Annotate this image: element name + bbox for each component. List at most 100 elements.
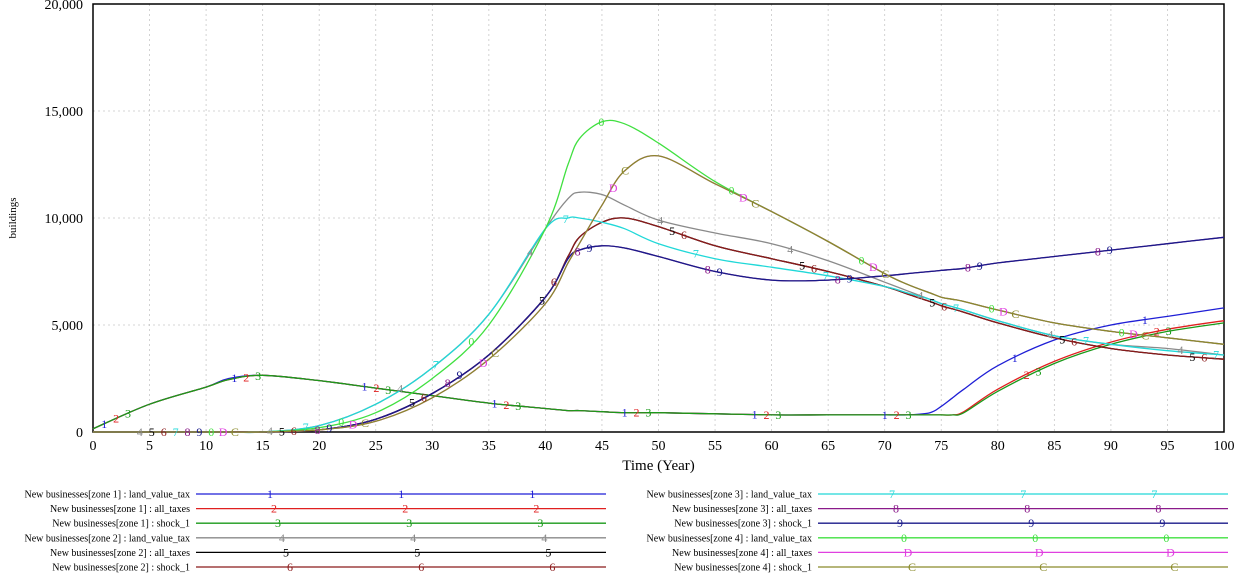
legend-marker: D [904,545,913,559]
series-marker-1: 1 [882,408,888,422]
series-marker-3: 3 [255,369,261,383]
legend-marker: 0 [901,531,907,545]
series-marker-6: 6 [291,424,297,438]
legend-label: New businesses[zone 4] : land_value_tax [646,533,812,544]
series-line-3 [92,322,1225,430]
series-marker-7: 7 [563,212,569,226]
x-tick-label: 10 [199,439,213,454]
series-marker-5: 5 [929,295,935,309]
legend-marker: 3 [537,516,543,530]
series-line-7 [92,216,1225,434]
series-marker-12: C [231,425,239,439]
series-line-12 [92,154,1225,433]
legend-marker: 7 [1020,487,1026,501]
series-marker-8: 8 [835,272,841,286]
y-tick-label: 5,000 [52,319,84,334]
legend-marker: 1 [398,487,404,501]
x-tick-label: 40 [538,439,552,454]
series-marker-1: 1 [361,380,367,394]
series-marker-7: 7 [1083,333,1089,347]
series-marker-12: C [881,267,889,281]
series-marker-4: 4 [787,242,793,256]
series-marker-11: D [609,181,618,195]
series-marker-3: 3 [1166,324,1172,338]
series-marker-4: 4 [1177,343,1183,357]
legend-marker: 1 [529,487,535,501]
series-marker-2: 2 [113,412,119,426]
legend-marker: 5 [414,545,420,559]
series-marker-12: C [1141,328,1149,342]
series-marker-8: 8 [184,425,190,439]
series-marker-3: 3 [385,383,391,397]
series-marker-10: 0 [859,253,865,267]
series-marker-4: 4 [1047,328,1053,342]
legend-label: New businesses[zone 3] : all_taxes [672,504,812,515]
legend-label: New businesses[zone 2] : shock_1 [52,563,190,574]
legend-label: New businesses[zone 1] : land_value_tax [24,490,190,501]
series-marker-7: 7 [303,420,309,434]
series-marker-5: 5 [1189,350,1195,364]
x-axis-tick-labels: 0 5 10 15 20 25 30 35 40 45 50 55 60 65 70 75 80 85 90 95 10… [90,439,1235,454]
legend-marker: 5 [283,545,289,559]
legend-label: New businesses[zone 2] : all_taxes [50,548,190,559]
x-tick-label: 55 [708,439,722,454]
series-marker-4: 4 [657,214,663,228]
legend-label: New businesses[zone 4] : shock_1 [674,563,812,574]
series-marker-8: 8 [315,423,321,437]
series-marker-2: 2 [243,370,249,384]
y-axis-label: buildings [7,198,19,239]
series-marker-9: 9 [196,425,202,439]
series-marker-2: 2 [503,398,509,412]
legend-marker: 2 [271,502,277,516]
legend-marker: 1 [267,487,273,501]
legend-marker: 3 [406,516,412,530]
series-marker-11: D [479,356,488,370]
y-tick-label: 0 [76,426,83,441]
series-marker-10: 0 [989,301,995,315]
series-marker-9: 9 [847,271,853,285]
legend-marker: 2 [402,502,408,516]
series-marker-3: 3 [645,406,651,420]
series-marker-10: 0 [208,425,214,439]
series-marker-11: D [349,418,358,432]
legend-marker: 0 [1032,531,1038,545]
y-tick-label: 20,000 [45,0,84,13]
series-marker-5: 5 [279,424,285,438]
legend-marker: 0 [1163,531,1169,545]
series-marker-3: 3 [775,408,781,422]
series-marker-1: 1 [622,406,628,420]
series-marker-6: 6 [551,275,557,289]
legend-marker: 2 [533,502,539,516]
legend-label: New businesses[zone 3] : land_value_tax [646,490,812,501]
y-tick-label: 10,000 [45,212,84,227]
legend-marker: 8 [1155,502,1161,516]
x-tick-label: 75 [934,439,948,454]
series-marker-11: D [739,191,748,205]
series-marker-10: 0 [728,183,734,197]
legend-marker: D [1035,545,1044,559]
y-tick-label: 15,000 [45,105,84,120]
series-marker-12: C [361,416,369,430]
series-marker-2: 2 [373,381,379,395]
x-tick-label: 20 [312,439,326,454]
series-marker-11: D [219,425,228,439]
legend-marker: 4 [279,531,285,545]
series-marker-9: 9 [717,265,723,279]
series-marker-3: 3 [125,407,131,421]
series-marker-7: 7 [953,301,959,315]
series-marker-4: 4 [917,289,923,303]
x-tick-label: 70 [878,439,892,454]
series-marker-9: 9 [587,241,593,255]
legend-label: New businesses[zone 2] : land_value_tax [24,533,190,544]
series-layer [92,119,1225,434]
series-marker-5: 5 [539,294,545,308]
series-marker-5: 5 [669,224,675,238]
series-marker-6: 6 [161,425,167,439]
series-marker-2: 2 [1154,325,1160,339]
series-marker-9: 9 [1107,243,1113,257]
series-line-4 [92,191,1225,434]
series-marker-7: 7 [823,268,829,282]
x-tick-label: 85 [1047,439,1061,454]
series-marker-4: 4 [137,425,143,439]
